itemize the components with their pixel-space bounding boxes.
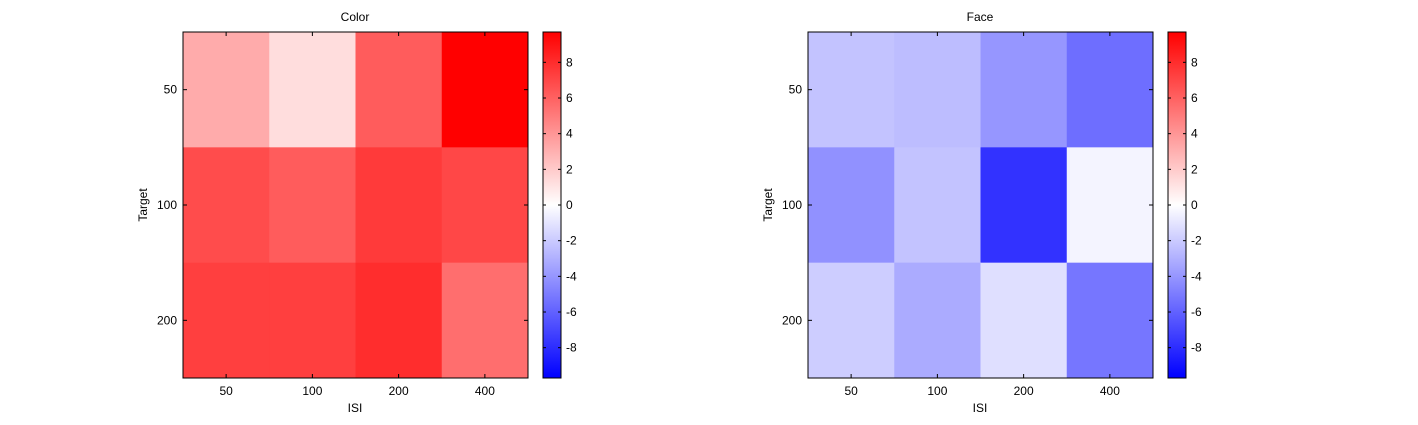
heatmap-cell <box>808 147 895 264</box>
heatmap-cell <box>808 32 895 148</box>
y-axis-label: Target <box>136 188 150 222</box>
colorbar-tick-label: -6 <box>566 305 577 319</box>
heatmap-cell <box>355 262 443 379</box>
colorbar-tick-label: -8 <box>566 341 577 355</box>
colorbar-tick-label: 8 <box>1191 55 1198 69</box>
x-axis-label: ISI <box>348 401 363 415</box>
y-tick-label: 100 <box>157 198 177 212</box>
heatmap-cell <box>441 262 529 379</box>
heatmap-cell <box>441 147 529 264</box>
heatmap-cell <box>980 32 1068 148</box>
heatmap-cell <box>1066 262 1154 379</box>
colorbar-tick-label: 6 <box>566 91 573 105</box>
colorbar-tick-label: -4 <box>566 269 577 283</box>
y-axis-label: Target <box>761 188 775 222</box>
heatmap-cell <box>1066 32 1154 148</box>
colorbar-tick-label: 4 <box>566 127 573 141</box>
colorbar-tick-label: -4 <box>1191 269 1202 283</box>
colorbar-tick-label: -2 <box>566 234 577 248</box>
heatmap-cell <box>269 32 356 148</box>
y-tick-label: 200 <box>157 313 177 327</box>
colorbar-tick-label: 2 <box>566 162 573 176</box>
y-tick-label: 50 <box>164 83 178 97</box>
heatmap-cell <box>980 147 1068 264</box>
x-tick-label: 200 <box>1014 384 1034 398</box>
colorbar-tick-label: 4 <box>1191 127 1198 141</box>
x-tick-label: 400 <box>1100 384 1120 398</box>
x-tick-label: 50 <box>844 384 858 398</box>
face-heatmap-panel: Face ISI Target 50 100 200 400 50 100 200 -8 -6 -… <box>761 10 1202 415</box>
heatmap-cell <box>183 147 270 264</box>
heatmap-cell <box>269 147 356 264</box>
chart-title: Color <box>341 10 370 24</box>
y-tick-label: 200 <box>782 313 802 327</box>
x-tick-label: 50 <box>219 384 233 398</box>
color-heatmap-panel: Color ISI Target 50 100 200 400 50 100 200 -8 -6… <box>136 10 577 415</box>
x-axis-label: ISI <box>973 401 988 415</box>
colorbar-tick-label: -6 <box>1191 305 1202 319</box>
y-tick-label: 50 <box>789 83 803 97</box>
heatmap-cell <box>441 32 529 148</box>
colorbar-tick-label: 0 <box>1191 198 1198 212</box>
heatmap-cell <box>355 147 443 264</box>
colorbar-tick-label: 0 <box>566 198 573 212</box>
heatmap-cell <box>808 262 895 379</box>
colorbar-tick-label: 8 <box>566 55 573 69</box>
heatmap-cell <box>894 147 981 264</box>
chart-title: Face <box>967 10 994 24</box>
y-tick-label: 100 <box>782 198 802 212</box>
x-tick-label: 100 <box>302 384 322 398</box>
heatmap-cell <box>269 262 356 379</box>
heatmap-cell <box>183 262 270 379</box>
x-tick-label: 200 <box>389 384 409 398</box>
heatmap-cell <box>1066 147 1154 264</box>
x-tick-label: 400 <box>475 384 495 398</box>
heatmap-cell <box>894 32 981 148</box>
colorbar-tick-label: -8 <box>1191 341 1202 355</box>
heatmap-cell <box>355 32 443 148</box>
colorbar-tick-label: 2 <box>1191 162 1198 176</box>
heatmap-cell <box>183 32 270 148</box>
colorbar-tick-label: 6 <box>1191 91 1198 105</box>
x-tick-label: 100 <box>927 384 947 398</box>
heatmap-cell <box>980 262 1068 379</box>
colorbar-tick-label: -2 <box>1191 234 1202 248</box>
heatmap-cell <box>894 262 981 379</box>
